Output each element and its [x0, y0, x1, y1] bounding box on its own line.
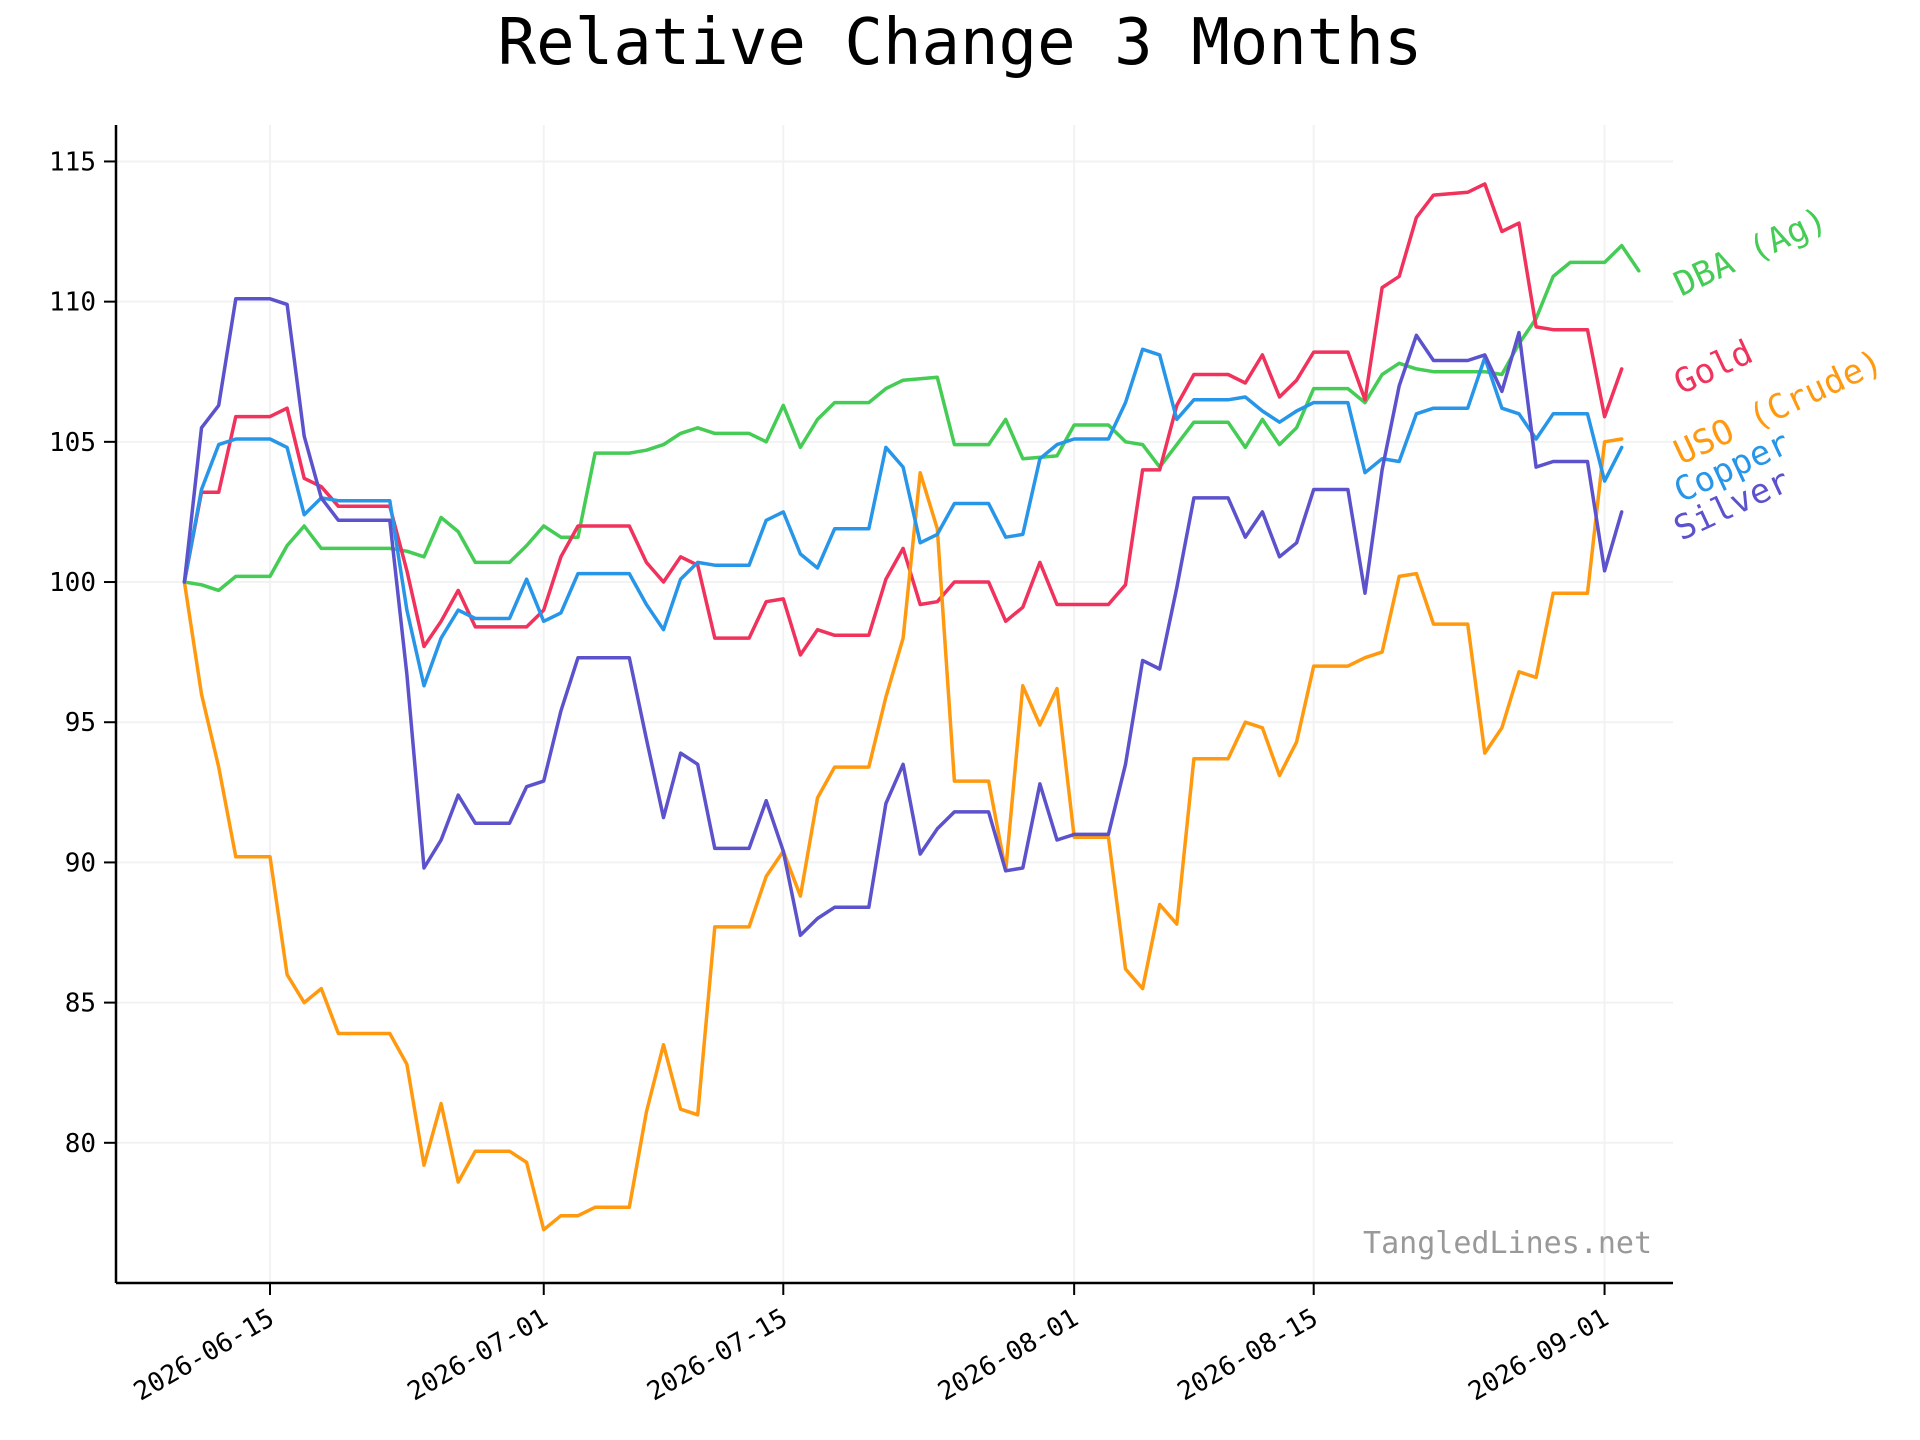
- y-tick-label: 110: [49, 288, 96, 318]
- x-tick-label: 2026-08-01: [933, 1303, 1084, 1407]
- series-line-copper: [182, 347, 1624, 688]
- watermark: TangledLines.net: [1363, 1226, 1652, 1261]
- series-label-dba-ag: DBA (Ag): [1668, 199, 1833, 304]
- chart-title: Relative Change 3 Months: [498, 6, 1423, 80]
- y-axis-ticks: 80 85 90 95 100 105 110 115: [49, 147, 116, 1159]
- series-line-dba-ag: [182, 243, 1641, 593]
- x-tick-label: 2026-08-15: [1173, 1303, 1324, 1407]
- y-tick-label: 95: [65, 708, 96, 738]
- x-axis-ticks: 2026-06-15 2026-07-01 2026-07-15 2026-08-01…: [129, 1283, 1614, 1407]
- series-lines: [182, 182, 1641, 1232]
- series-line-uso-crude: [182, 437, 1624, 1232]
- series-label-gold: Gold: [1668, 332, 1759, 403]
- series-line-gold: [182, 182, 1624, 657]
- y-tick-label: 100: [49, 568, 96, 598]
- x-tick-label: 2026-06-15: [129, 1303, 280, 1407]
- y-tick-label: 85: [65, 989, 96, 1019]
- series-line-silver: [182, 297, 1624, 938]
- axes: [114, 125, 1673, 1285]
- x-tick-label: 2026-09-01: [1463, 1303, 1614, 1407]
- y-tick-label: 115: [49, 147, 96, 177]
- x-tick-label: 2026-07-01: [403, 1303, 554, 1407]
- x-tick-label: 2026-07-15: [642, 1303, 793, 1407]
- y-tick-label: 105: [49, 428, 96, 458]
- y-tick-label: 90: [65, 848, 96, 878]
- y-tick-label: 80: [65, 1129, 96, 1159]
- grid: [116, 125, 1673, 1283]
